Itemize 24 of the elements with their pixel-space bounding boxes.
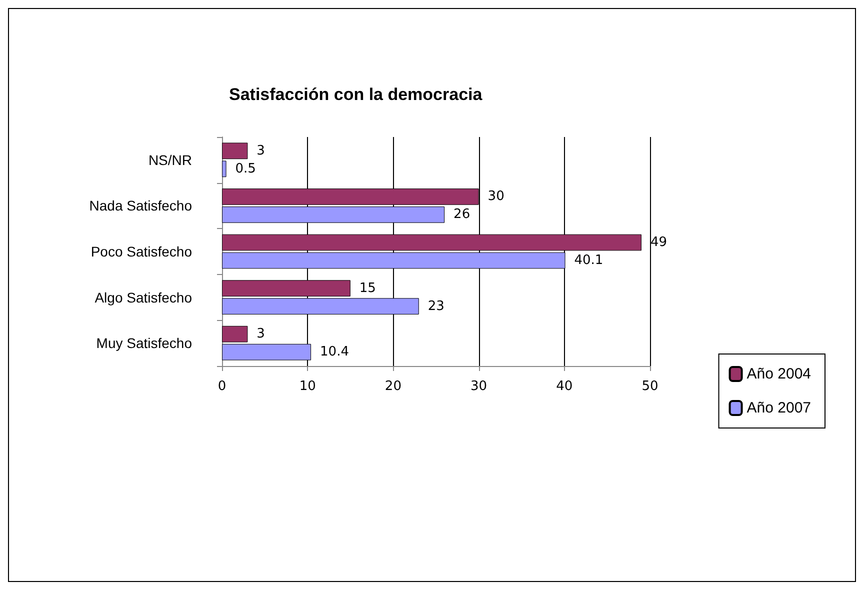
x-tick-label: 50: [642, 379, 658, 394]
x-tick-label: 20: [384, 379, 402, 394]
data-label: 10.4: [320, 344, 349, 360]
data-label: 49: [650, 235, 667, 250]
data-label: 30: [488, 189, 504, 204]
y-tick-label: Nada Satisfecho: [89, 198, 192, 214]
x-tick-label: 30: [470, 379, 488, 394]
x-tick-label: 40: [556, 379, 573, 394]
x-tick-label: 0: [218, 379, 226, 394]
chart-title: Satisfacción con la democracia: [229, 85, 483, 104]
y-tick-label: Algo Satisfecho: [94, 289, 192, 306]
data-label: 3: [256, 143, 265, 158]
data-label: 40.1: [574, 252, 604, 268]
y-tick-label: Muy Satisfecho: [96, 335, 192, 352]
data-label: 15: [359, 280, 376, 296]
legend-label: Año 2004: [746, 366, 812, 382]
legend-label: Año 2007: [746, 400, 812, 416]
y-tick-label: NS/NR: [148, 152, 192, 168]
data-label: 26: [454, 207, 470, 222]
data-label: 0.5: [235, 161, 256, 176]
data-label: 3: [256, 326, 265, 342]
data-label: 23: [428, 298, 444, 314]
y-tick-label: Poco Satisfecho: [90, 244, 192, 260]
x-tick-label: 10: [299, 379, 316, 394]
